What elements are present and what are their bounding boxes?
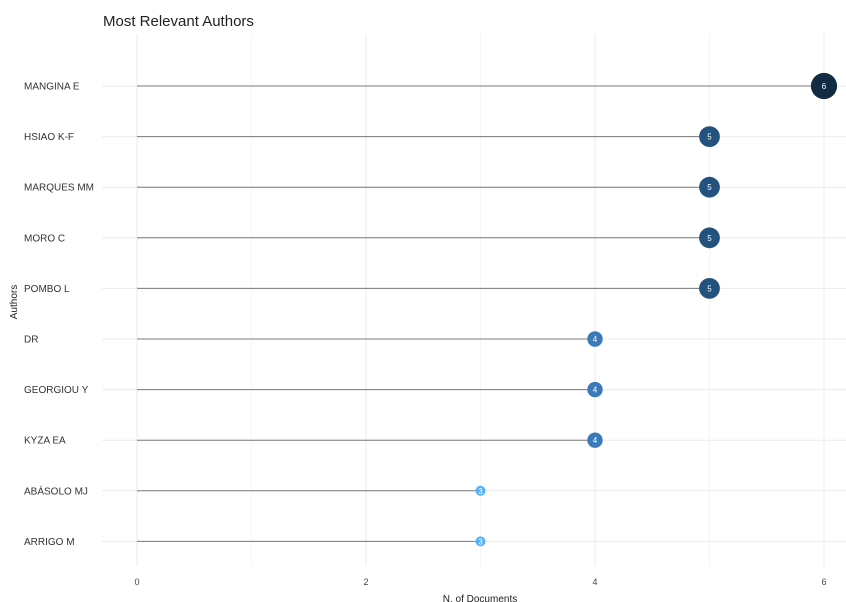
author-label: HSIAO K-F bbox=[24, 132, 74, 143]
author-label: DR bbox=[24, 335, 38, 346]
y-axis-title: Authors bbox=[9, 285, 20, 319]
dot-value-label: 5 bbox=[707, 234, 712, 243]
lollipop-dot bbox=[475, 485, 486, 496]
grid-lines bbox=[102, 34, 846, 566]
lollipop-dot bbox=[587, 432, 603, 448]
dot-value-label: 5 bbox=[707, 183, 712, 192]
lollipop-dot bbox=[475, 536, 486, 547]
author-label: POMBO L bbox=[24, 284, 70, 295]
author-label: KYZA EA bbox=[24, 436, 66, 447]
lollipop-stems bbox=[137, 85, 824, 542]
chart-title: Most Relevant Authors bbox=[103, 13, 254, 30]
dot-value-label: 4 bbox=[593, 386, 598, 395]
author-label: MORO C bbox=[24, 233, 65, 244]
lollipop-dots: 6 5 5 5 5 4 4 4 3 3 bbox=[475, 72, 838, 547]
dot-value-label: 6 bbox=[822, 82, 827, 91]
x-axis-title: N. of Documents bbox=[443, 594, 517, 602]
lollipop-dot bbox=[699, 227, 720, 249]
dot-value-label: 5 bbox=[707, 133, 712, 142]
x-tick-label: 0 bbox=[134, 577, 139, 587]
author-label: ARRIGO M bbox=[24, 537, 75, 548]
author-label: MANGINA E bbox=[24, 82, 80, 93]
author-labels: MANGINA E HSIAO K-F MARQUES MM MORO C POMBO … bbox=[24, 82, 94, 548]
author-label: GEORGIOU Y bbox=[24, 385, 89, 396]
lollipop-dot bbox=[810, 72, 838, 100]
lollipop-dot bbox=[587, 381, 603, 398]
x-tick-label: 4 bbox=[592, 577, 597, 587]
x-tick-label: 2 bbox=[363, 577, 368, 587]
author-label: ABÁSOLO MJ bbox=[24, 484, 88, 497]
dot-value-label: 3 bbox=[478, 487, 483, 496]
dot-value-label: 4 bbox=[593, 335, 598, 344]
lollipop-dot bbox=[699, 278, 720, 299]
lollipop-dot bbox=[699, 176, 720, 198]
x-tick-labels: 0 2 4 6 bbox=[134, 577, 826, 587]
lollipop-dot bbox=[587, 331, 603, 347]
author-label: MARQUES MM bbox=[24, 183, 94, 194]
dot-value-label: 4 bbox=[593, 436, 598, 445]
dot-value-label: 5 bbox=[707, 284, 712, 293]
dot-value-label: 3 bbox=[478, 537, 483, 546]
lollipop-dot bbox=[699, 126, 720, 147]
x-tick-label: 6 bbox=[821, 577, 826, 587]
